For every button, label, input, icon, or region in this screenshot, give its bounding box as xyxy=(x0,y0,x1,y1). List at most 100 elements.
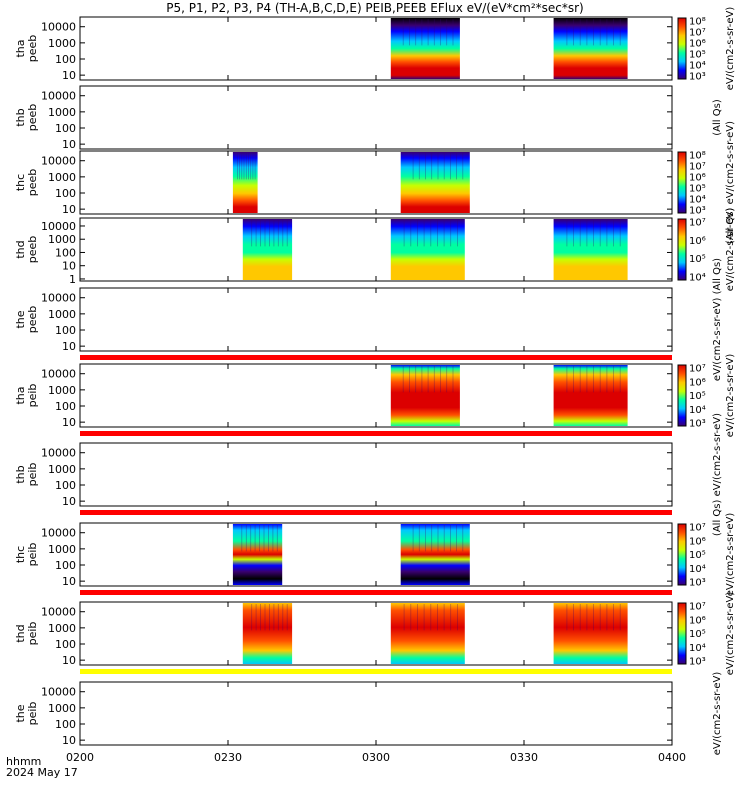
colorbar xyxy=(677,364,687,427)
y-tick-label: 10000 xyxy=(41,292,76,305)
y-tick-label: 10 xyxy=(62,575,76,588)
y-tick-label: 1000 xyxy=(48,622,76,635)
y-axis-label: thepeeb xyxy=(14,306,39,334)
spectrogram-block xyxy=(390,18,460,79)
y-axis-label: thcpeeb xyxy=(14,169,39,197)
x-tick-label: 0400 xyxy=(658,751,686,764)
y-axis-label: thdpeib xyxy=(14,622,39,646)
colorbar-tick-label: 10³ xyxy=(689,206,706,217)
panel-frame xyxy=(79,85,673,150)
panel-frame xyxy=(79,681,673,746)
spectrogram-block xyxy=(390,365,460,426)
panel-thcpeeb: 10100100010000thcpeeb10⁸10⁷10⁶10⁵10⁴10³(… xyxy=(14,121,736,244)
y-tick-label: 1000 xyxy=(48,463,76,476)
colorbar-tick-label: 10⁷ xyxy=(689,218,706,229)
colorbar-label: eV/(cm2-s-sr-eV) xyxy=(725,592,736,676)
quality-flag-bar xyxy=(80,355,672,360)
colorbar-tick-label: 10⁴ xyxy=(689,405,706,416)
y-tick-label: 10 xyxy=(62,340,76,353)
colorbar-label: eV/(cm2-s-sr-eV) xyxy=(725,208,736,292)
y-tick-label: 100 xyxy=(55,187,76,200)
y-axis-label: thcpeib xyxy=(14,543,39,567)
colorbar-tick-label: 10⁷ xyxy=(689,28,706,39)
colorbar-tick-label: 10⁶ xyxy=(689,615,706,626)
y-tick-label: 1000 xyxy=(48,308,76,321)
y-tick-label: 10000 xyxy=(41,21,76,34)
colorbar-tick-label: 10⁷ xyxy=(689,602,706,613)
y-tick-label: 10 xyxy=(62,734,76,747)
colorbar-label: eV/(cm2-s-sr-eV) xyxy=(725,513,736,597)
colorbar xyxy=(677,17,687,80)
y-tick-label: 100 xyxy=(55,638,76,651)
colorbar-label: (All Qs) eV/(cm2-s-sr-eV) xyxy=(725,121,736,244)
y-tick-label: 10000 xyxy=(41,527,76,540)
colorbar-tick-label: 10⁴ xyxy=(689,195,706,206)
y-axis-label: thepeib xyxy=(14,702,39,726)
colorbar-tick-label: 10⁵ xyxy=(689,629,706,640)
colorbar xyxy=(677,151,687,214)
colorbar xyxy=(677,218,687,281)
spectrogram-block xyxy=(553,365,628,426)
y-tick-label: 1000 xyxy=(48,233,76,246)
y-tick-label: 100 xyxy=(55,324,76,337)
y-tick-label: 10 xyxy=(62,495,76,508)
colorbar-tick-label: 10⁵ xyxy=(689,50,706,61)
time-axis-caption: hhmm 2024 May 17 xyxy=(6,756,78,778)
y-tick-label: 100 xyxy=(55,559,76,572)
y-tick-label: 10 xyxy=(62,203,76,216)
spectrogram-block xyxy=(400,524,470,585)
colorbar-label: (All Qs) xyxy=(712,99,723,136)
quality-flag-bar xyxy=(80,669,672,674)
y-tick-label: 10 xyxy=(62,260,76,273)
colorbar-tick-label: 10⁷ xyxy=(689,523,706,534)
panel-frame xyxy=(79,287,673,352)
quality-flag-bar xyxy=(80,590,672,595)
y-tick-label: 10 xyxy=(62,138,76,151)
y-tick-label: 10000 xyxy=(41,447,76,460)
colorbar-tick-label: 10³ xyxy=(689,578,706,589)
chart-title: P5, P1, P2, P3, P4 (TH-A,B,C,D,E) PEIB,P… xyxy=(166,1,584,15)
colorbar-tick-label: 10⁴ xyxy=(689,643,706,654)
spectrogram-block xyxy=(390,603,465,664)
y-tick-label: 10000 xyxy=(41,686,76,699)
colorbar-tick-label: 10⁵ xyxy=(689,254,706,265)
y-tick-label: 1000 xyxy=(48,171,76,184)
y-tick-label: 10000 xyxy=(41,155,76,168)
colorbar-tick-label: 10⁶ xyxy=(689,39,706,50)
colorbar-label: eV/(cm2-s-sr-eV) (All Qs) xyxy=(712,258,723,381)
spectrogram-block xyxy=(553,18,628,79)
colorbar-label: eV/(cm2-s-sr-eV) xyxy=(725,354,736,438)
spectrogram-block xyxy=(232,524,283,585)
y-tick-label: 100 xyxy=(55,479,76,492)
y-axis-label: thbpeib xyxy=(14,463,39,487)
time-axis-label: hhmm xyxy=(6,755,42,768)
colorbar-tick-label: 10³ xyxy=(689,72,706,83)
y-tick-label: 10000 xyxy=(41,220,76,233)
colorbar-label: (All Qs) eV/(cm2-s-sr-eV) xyxy=(712,413,723,536)
colorbar-label: eV/(cm2-s-sr-eV) xyxy=(725,7,736,91)
y-tick-label: 100 xyxy=(55,718,76,731)
date-label: 2024 May 17 xyxy=(6,766,78,779)
colorbar-label: eV/(cm2-s-sr-eV) xyxy=(712,672,723,756)
colorbar-tick-label: 10⁶ xyxy=(689,536,706,547)
colorbar-tick-label: 10⁸ xyxy=(689,17,706,28)
quality-flag-bar xyxy=(80,510,672,515)
y-tick-label: 10000 xyxy=(41,90,76,103)
colorbar-tick-label: 10⁶ xyxy=(689,236,706,247)
y-axis-label: thdpeeb xyxy=(14,236,39,264)
spectrogram-block xyxy=(553,219,628,280)
spectrogram-block xyxy=(390,219,465,280)
quality-flag-bar xyxy=(80,431,672,436)
y-axis-label: thbpeeb xyxy=(14,104,39,132)
y-tick-label: 100 xyxy=(55,53,76,66)
colorbar-tick-label: 10⁸ xyxy=(689,151,706,162)
y-tick-label: 10000 xyxy=(41,606,76,619)
y-tick-label: 100 xyxy=(55,400,76,413)
